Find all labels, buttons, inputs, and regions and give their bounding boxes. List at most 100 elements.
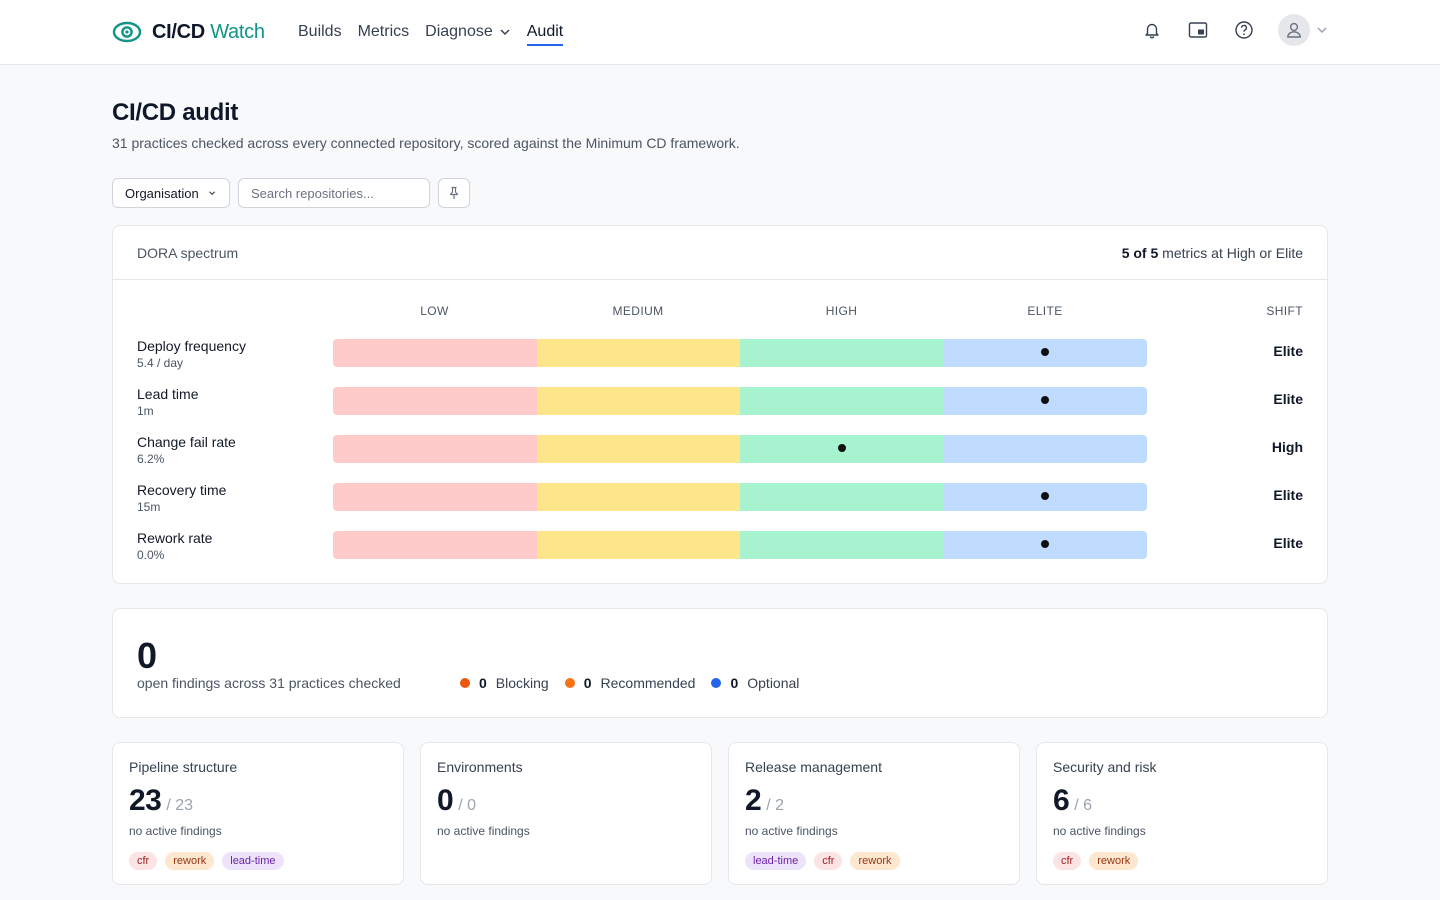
tag-lead-time[interactable]: lead-time	[222, 852, 284, 870]
segment-medium	[536, 483, 740, 511]
tag-cfr[interactable]: cfr	[814, 852, 843, 870]
metric-level: Elite	[1273, 535, 1303, 551]
optional-dot-icon	[711, 678, 722, 688]
tag-rework[interactable]: rework	[1089, 852, 1139, 870]
dora-row-label: Rework rate 0.0%	[137, 529, 212, 563]
column-shift: SHIFT	[1266, 304, 1303, 318]
picture-in-picture-icon[interactable]	[1186, 18, 1210, 42]
dora-header: DORA spectrum 5 of 5 metrics at High or …	[113, 226, 1327, 280]
level-marker	[1041, 540, 1050, 548]
metric-value: 15m	[137, 500, 161, 514]
segment-high	[740, 339, 944, 367]
help-icon[interactable]	[1232, 18, 1256, 42]
eye-logo-icon	[112, 21, 142, 43]
dora-row: Recovery time 15m Elite	[113, 481, 1327, 521]
findings-card: 0 open findings across 31 practices chec…	[112, 608, 1328, 718]
dora-spectrum-card: DORA spectrum 5 of 5 metrics at High or …	[112, 225, 1328, 584]
segment-medium	[536, 435, 740, 463]
metric-value: 5.4 / day	[137, 356, 184, 370]
category-card-environments[interactable]: Environments 0/ 0 no active findings	[420, 742, 712, 885]
open-findings-count: 0	[137, 635, 158, 676]
page-subtitle: 31 practices checked across every connec…	[112, 135, 740, 151]
metric-name: Change fail rate	[137, 434, 236, 450]
pin-button[interactable]	[438, 178, 470, 208]
dora-column-headers: LOW MEDIUM HIGH ELITE SHIFT	[113, 304, 1327, 320]
category-score: 23/ 23	[129, 784, 194, 817]
organisation-select-label: Organisation	[125, 185, 199, 201]
level-marker	[1041, 348, 1050, 356]
nav-diagnose[interactable]: Diagnose	[425, 0, 511, 64]
segment-low	[333, 483, 537, 511]
category-title: Security and risk	[1053, 759, 1157, 775]
category-card-release-management[interactable]: Release management 2/ 2 no active findin…	[728, 742, 1020, 885]
nav-builds[interactable]: Builds	[298, 23, 342, 40]
category-score: 0/ 0	[437, 784, 476, 817]
user-avatar-icon	[1287, 22, 1301, 38]
pin-icon	[449, 186, 459, 199]
legend-recommended: 0 Recommended	[564, 675, 695, 691]
blocking-dot-icon	[460, 678, 470, 688]
dora-row: Change fail rate 6.2% High	[113, 433, 1327, 473]
dora-spectrum-bar	[333, 483, 1147, 511]
segment-medium	[536, 339, 740, 367]
recommended-dot-icon	[564, 678, 575, 688]
findings-legend: 0 Blocking 0 Recommended 0 Optional	[460, 675, 799, 691]
column-medium: MEDIUM	[612, 304, 664, 318]
metric-name: Deploy frequency	[137, 338, 246, 354]
category-title: Pipeline structure	[129, 759, 238, 775]
dora-row-label: Lead time 1m	[137, 385, 198, 419]
organisation-select[interactable]: Organisation	[112, 178, 230, 208]
tag-rework[interactable]: rework	[850, 852, 900, 870]
metric-value: 6.2%	[137, 452, 165, 466]
column-high: HIGH	[825, 304, 858, 318]
brand[interactable]: CI/CD Watch	[112, 18, 265, 46]
user-menu[interactable]	[1278, 14, 1328, 46]
dora-row-label: Change fail rate 6.2%	[137, 433, 236, 467]
category-title: Environments	[437, 759, 523, 775]
segment-high	[740, 531, 944, 559]
repository-search-input[interactable]	[238, 178, 430, 208]
category-note: no active findings	[745, 824, 838, 838]
bell-icon[interactable]	[1140, 18, 1164, 42]
dora-spectrum-bar	[333, 435, 1147, 463]
brand-name: CI/CD Watch	[152, 20, 265, 43]
nav-audit[interactable]: Audit	[526, 0, 564, 64]
metric-name: Rework rate	[137, 530, 213, 546]
tag-lead-time[interactable]: lead-time	[745, 852, 807, 870]
category-card-security-and-risk[interactable]: Security and risk 6/ 6 no active finding…	[1036, 742, 1328, 885]
legend-optional: 0 Optional	[711, 675, 799, 691]
metric-value: 1m	[137, 404, 154, 418]
level-marker	[1041, 396, 1050, 404]
category-tags: lead-time cfr rework	[745, 852, 1003, 870]
metric-level: High	[1271, 439, 1303, 455]
segment-low	[333, 531, 537, 559]
category-score: 6/ 6	[1053, 784, 1092, 817]
filter-bar: Organisation	[112, 178, 470, 208]
top-actions	[1140, 14, 1328, 46]
segment-low	[333, 339, 537, 367]
tag-cfr[interactable]: cfr	[129, 852, 158, 870]
dora-spectrum-bar	[333, 531, 1147, 559]
dora-title: DORA spectrum	[137, 244, 239, 261]
level-marker	[1041, 492, 1050, 500]
category-note: no active findings	[437, 824, 530, 838]
tag-cfr[interactable]: cfr	[1053, 852, 1082, 870]
chevron-down-icon	[208, 191, 215, 196]
dora-row: Rework rate 0.0% Elite	[113, 529, 1327, 569]
segment-elite	[943, 435, 1147, 463]
metric-name: Lead time	[137, 386, 199, 402]
dora-row: Lead time 1m Elite	[113, 385, 1327, 425]
page-title: CI/CD audit	[112, 99, 239, 126]
top-bar: CI/CD Watch Builds Metrics Diagnose Audi…	[0, 0, 1440, 65]
metric-level: Elite	[1273, 487, 1303, 503]
segment-medium	[536, 531, 740, 559]
segment-high	[740, 483, 944, 511]
open-findings-subtitle: open findings across 31 practices checke…	[137, 675, 401, 691]
category-title: Release management	[745, 759, 882, 775]
chevron-down-icon	[1317, 27, 1327, 34]
category-card-pipeline-structure[interactable]: Pipeline structure 23/ 23 no active find…	[112, 742, 404, 885]
tag-rework[interactable]: rework	[165, 852, 215, 870]
dora-row: Deploy frequency 5.4 / day Elite	[113, 337, 1327, 377]
nav-metrics[interactable]: Metrics	[357, 23, 410, 40]
dora-summary: 5 of 5 metrics at High or Elite	[1121, 244, 1303, 261]
